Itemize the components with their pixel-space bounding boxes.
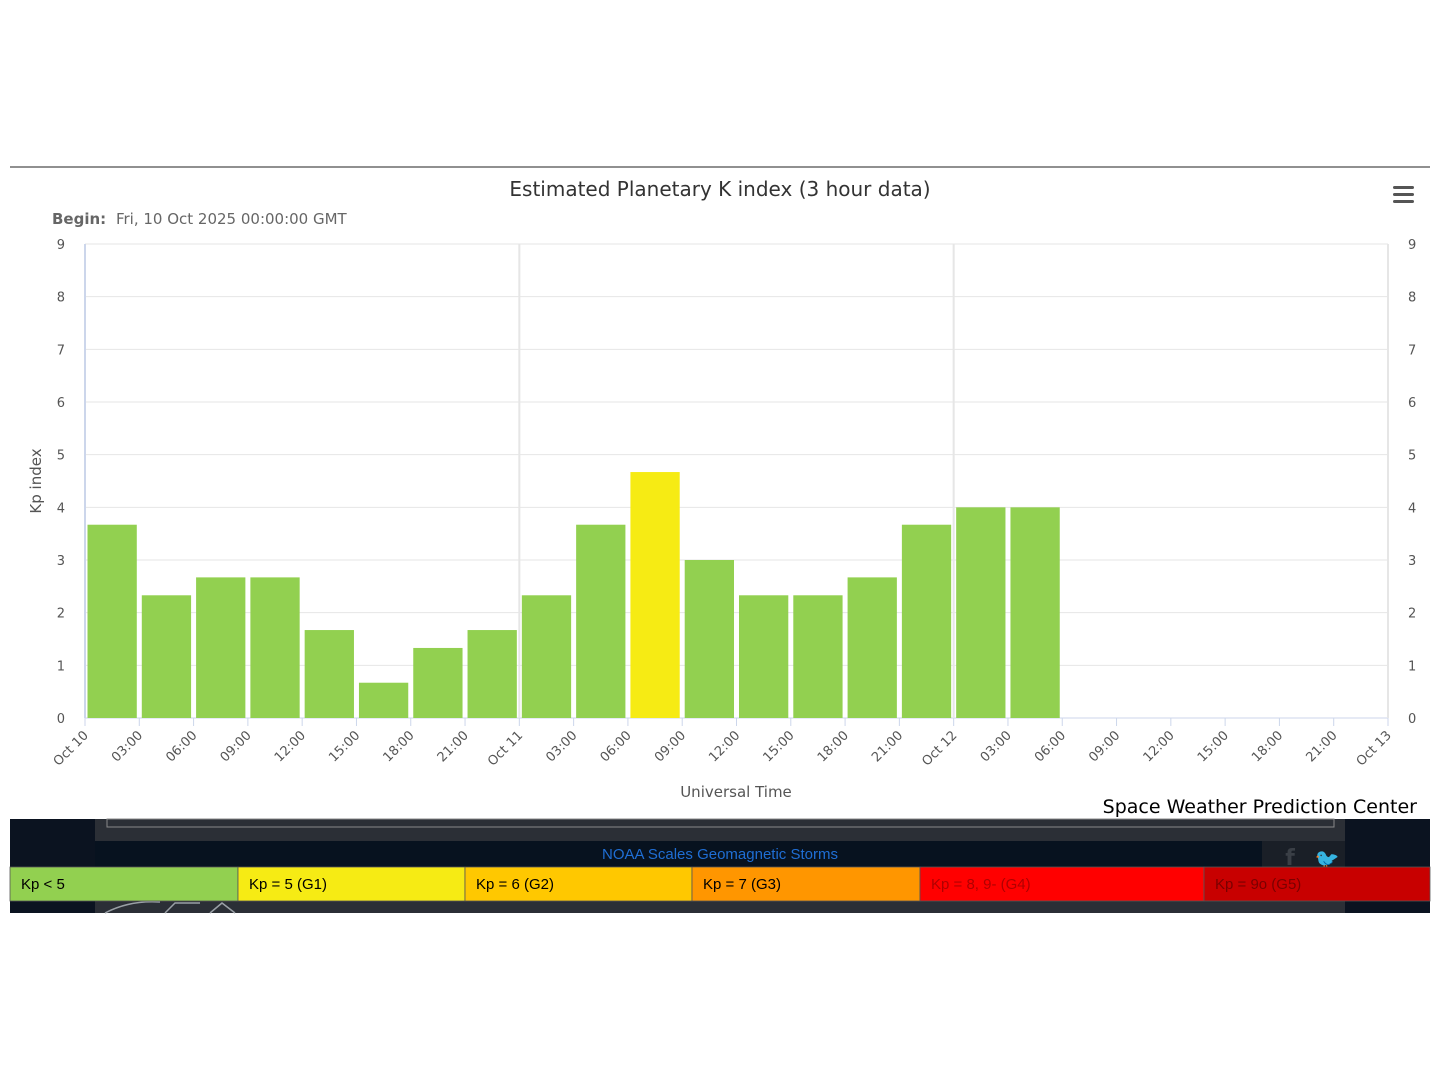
social-icons: f 🐦 bbox=[1262, 841, 1345, 871]
y-tick-label-right: 3 bbox=[1408, 554, 1416, 569]
y-tick-label-left: 8 bbox=[57, 291, 65, 306]
legend-label: Kp < 5 bbox=[21, 876, 65, 893]
legend-label: Kp = 7 (G3) bbox=[703, 876, 781, 893]
x-axis-title: Universal Time bbox=[680, 783, 792, 801]
x-tick-label: 12:00 bbox=[706, 728, 743, 765]
kp-bar[interactable] bbox=[901, 524, 952, 718]
kp-bar[interactable] bbox=[630, 472, 680, 718]
kp-bar[interactable] bbox=[739, 595, 789, 718]
y-tick-label-left: 2 bbox=[57, 607, 65, 622]
y-tick-label-right: 4 bbox=[1408, 501, 1416, 516]
footer-lower-panel bbox=[95, 900, 1345, 913]
x-tick-label: 09:00 bbox=[218, 728, 255, 765]
y-tick-label-right: 5 bbox=[1408, 449, 1416, 464]
footer-band bbox=[95, 841, 1345, 867]
footer-inner-outline bbox=[106, 818, 1335, 828]
x-tick-label: 06:00 bbox=[1032, 728, 1069, 765]
y-tick-label-right: 8 bbox=[1408, 291, 1416, 306]
x-tick-label: 18:00 bbox=[815, 728, 852, 765]
x-tick-label: 15:00 bbox=[326, 728, 363, 765]
y-tick-label-left: 6 bbox=[57, 396, 65, 411]
y-tick-label-left: 7 bbox=[57, 343, 65, 358]
y-tick-label-left: 0 bbox=[57, 712, 65, 727]
chart-subtitle: Begin: Fri, 10 Oct 2025 00:00:00 GMT bbox=[52, 210, 348, 228]
legend-swatch bbox=[691, 866, 921, 902]
x-tick-label: 15:00 bbox=[761, 728, 798, 765]
kp-bar[interactable] bbox=[521, 595, 572, 718]
x-tick-label: Oct 10 bbox=[51, 728, 92, 769]
x-tick-label: Oct 11 bbox=[485, 728, 526, 769]
y-tick-label-right: 7 bbox=[1408, 343, 1416, 358]
plot-area: 0 0 1 1 2 2 3 3 4 4 5 5 6 6 7 7 8 8 9 9 Oct 10 03:00 06:00 09:0… bbox=[51, 238, 1417, 769]
kp-legend: Kp < 5 Kp = 5 (G1) Kp = 6 (G2) Kp = 7 (G3) K… bbox=[9, 866, 1431, 902]
facebook-icon[interactable]: f bbox=[1285, 846, 1295, 871]
legend-swatch bbox=[919, 866, 1205, 902]
x-tick-label: 03:00 bbox=[543, 728, 580, 765]
chart-credit: Space Weather Prediction Center bbox=[1103, 796, 1418, 818]
x-tick-label: 21:00 bbox=[869, 728, 906, 765]
kp-bar[interactable] bbox=[847, 577, 897, 718]
y-tick-label-right: 2 bbox=[1408, 607, 1416, 622]
x-tick-label: 15:00 bbox=[1195, 728, 1232, 765]
kp-bar[interactable] bbox=[684, 560, 734, 718]
y-tick-label-left: 3 bbox=[57, 554, 65, 569]
y-tick-label-right: 0 bbox=[1408, 712, 1416, 727]
y-tick-label-left: 9 bbox=[57, 238, 65, 253]
y-axis-title: Kp index bbox=[27, 448, 45, 513]
kp-bar[interactable] bbox=[413, 647, 463, 718]
kp-bar[interactable] bbox=[196, 577, 246, 718]
kp-bar[interactable] bbox=[304, 630, 354, 718]
chart-menu-icon[interactable] bbox=[1388, 182, 1418, 210]
kp-bar[interactable] bbox=[141, 595, 192, 718]
social-icon-background bbox=[1262, 841, 1345, 867]
kp-bar[interactable] bbox=[467, 630, 517, 718]
noaa-scales-link[interactable]: NOAA Scales Geomagnetic Storms bbox=[602, 846, 838, 863]
seal-logo-fragment bbox=[104, 900, 236, 914]
y-tick-label-right: 9 bbox=[1408, 238, 1416, 253]
x-tick-label: 06:00 bbox=[598, 728, 635, 765]
x-tick-label: 09:00 bbox=[1086, 728, 1123, 765]
x-tick-label: Oct 13 bbox=[1354, 728, 1395, 769]
legend-label: Kp = 9o (G5) bbox=[1215, 876, 1301, 893]
legend-label: Kp = 8, 9- (G4) bbox=[931, 876, 1031, 893]
legend-swatch bbox=[1203, 866, 1431, 902]
legend-label: Kp = 5 (G1) bbox=[249, 876, 327, 893]
subtitle-value: Fri, 10 Oct 2025 00:00:00 GMT bbox=[116, 210, 348, 228]
x-tick-label: 12:00 bbox=[1141, 728, 1178, 765]
y-tick-label-left: 5 bbox=[57, 449, 65, 464]
y-tick-label-right: 6 bbox=[1408, 396, 1416, 411]
x-tick-label: 09:00 bbox=[652, 728, 689, 765]
chart-title: Estimated Planetary K index (3 hour data… bbox=[509, 177, 930, 201]
footer-inner-panel bbox=[95, 819, 1345, 841]
y-tick-label-left: 1 bbox=[57, 659, 65, 674]
kp-bar[interactable] bbox=[576, 524, 626, 718]
kp-bar[interactable] bbox=[87, 524, 137, 718]
y-tick-label-right: 1 bbox=[1408, 659, 1416, 674]
legend-swatch bbox=[237, 866, 466, 902]
x-tick-label: 03:00 bbox=[978, 728, 1015, 765]
legend-swatch bbox=[464, 866, 693, 902]
subtitle-label: Begin: bbox=[52, 210, 106, 228]
x-tick-label: Oct 12 bbox=[919, 728, 960, 769]
x-tick-label: 12:00 bbox=[272, 728, 309, 765]
kp-bar[interactable] bbox=[358, 682, 409, 718]
kp-bar[interactable] bbox=[793, 595, 843, 718]
x-tick-label: 03:00 bbox=[109, 728, 146, 765]
x-tick-label: 21:00 bbox=[1303, 728, 1340, 765]
legend-label: Kp = 6 (G2) bbox=[476, 876, 554, 893]
x-tick-label: 18:00 bbox=[1249, 728, 1286, 765]
x-tick-label: 21:00 bbox=[435, 728, 472, 765]
kp-bar[interactable] bbox=[1010, 507, 1060, 718]
kp-bar[interactable] bbox=[956, 507, 1006, 718]
x-tick-label: 06:00 bbox=[163, 728, 200, 765]
kp-bar[interactable] bbox=[250, 577, 300, 718]
x-tick-label: 18:00 bbox=[380, 728, 417, 765]
y-tick-label-left: 4 bbox=[57, 501, 65, 516]
